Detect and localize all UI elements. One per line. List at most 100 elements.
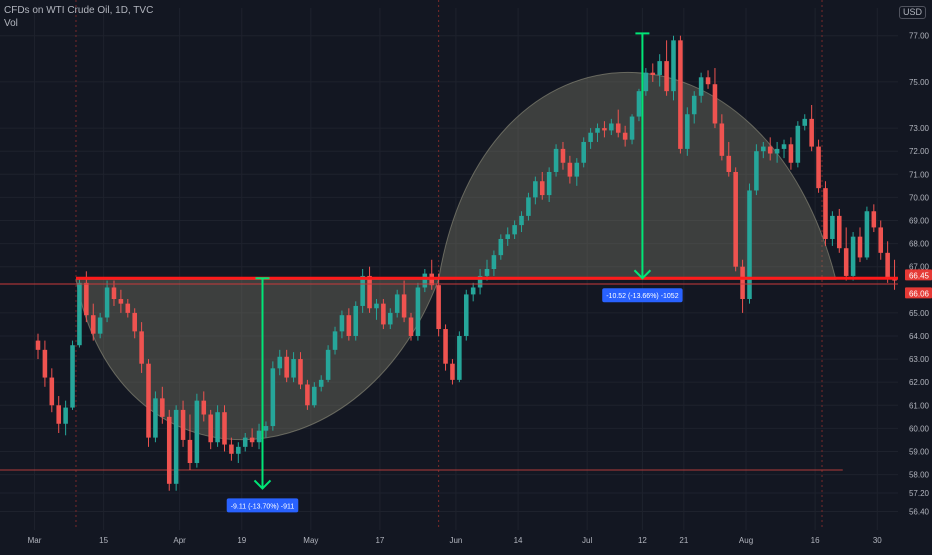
candle-body bbox=[298, 359, 303, 385]
time-tick-label: Apr bbox=[173, 536, 186, 545]
candle-body bbox=[312, 386, 317, 406]
candle-body bbox=[166, 416, 172, 484]
candle bbox=[49, 368, 55, 413]
candle-body bbox=[77, 282, 82, 346]
candle-body bbox=[602, 128, 607, 131]
price-tick-label: 57.20 bbox=[909, 489, 930, 498]
candle bbox=[892, 259, 897, 290]
candle-body bbox=[636, 91, 642, 117]
candle bbox=[125, 299, 131, 318]
candle-body bbox=[201, 400, 207, 415]
candle bbox=[602, 121, 607, 138]
candle bbox=[77, 278, 82, 348]
candle bbox=[878, 220, 884, 260]
candle-body bbox=[222, 412, 227, 445]
candle bbox=[256, 423, 262, 450]
price-tick-label: 68.00 bbox=[909, 240, 930, 249]
candle-body bbox=[443, 329, 448, 364]
candle bbox=[84, 271, 89, 323]
price-tick-label: 58.00 bbox=[909, 471, 930, 480]
candle-body bbox=[194, 400, 200, 464]
candle bbox=[671, 35, 676, 101]
candle-body bbox=[332, 331, 338, 350]
candle-body bbox=[160, 398, 165, 417]
candle-body bbox=[664, 61, 669, 92]
time-tick-label: Jul bbox=[582, 536, 592, 545]
candle bbox=[180, 400, 186, 447]
candle-body bbox=[609, 123, 614, 131]
candle bbox=[698, 72, 704, 103]
price-label-bg bbox=[905, 269, 932, 281]
candle bbox=[498, 234, 504, 260]
price-tick-label: 64.00 bbox=[909, 332, 930, 341]
candle bbox=[609, 118, 614, 136]
candle bbox=[733, 167, 738, 272]
candle bbox=[332, 326, 338, 355]
candle-body bbox=[401, 294, 407, 318]
candle bbox=[139, 322, 144, 373]
candle bbox=[353, 301, 359, 341]
candle-body bbox=[187, 439, 193, 464]
time-tick-label: 12 bbox=[638, 536, 647, 545]
candle bbox=[767, 137, 773, 161]
candle-body bbox=[139, 331, 144, 364]
candle bbox=[622, 125, 628, 147]
candle-body bbox=[533, 181, 538, 198]
candle bbox=[201, 391, 207, 422]
candle-body bbox=[97, 317, 103, 334]
candle-body bbox=[284, 356, 289, 378]
time-tick-label: 17 bbox=[375, 536, 384, 545]
candle bbox=[871, 204, 877, 233]
candle bbox=[97, 312, 103, 339]
candle bbox=[823, 181, 828, 246]
candle-body bbox=[774, 148, 780, 154]
candle bbox=[657, 54, 662, 87]
candle-body bbox=[256, 430, 262, 443]
candle bbox=[567, 155, 573, 184]
candle bbox=[719, 114, 725, 161]
volume-label[interactable]: Vol bbox=[4, 18, 18, 29]
candle-body bbox=[422, 273, 428, 288]
candle-body bbox=[526, 197, 531, 216]
price-tick-label: 60.00 bbox=[909, 424, 930, 433]
candle-body bbox=[229, 444, 234, 454]
candle bbox=[553, 144, 559, 177]
time-tick-label: 30 bbox=[873, 536, 882, 545]
candle-body bbox=[754, 151, 759, 191]
candle bbox=[774, 141, 780, 163]
candle-body bbox=[318, 379, 324, 387]
candle bbox=[588, 128, 593, 149]
price-tick-label: 65.00 bbox=[909, 309, 930, 318]
candle bbox=[339, 310, 345, 339]
candle bbox=[277, 349, 283, 376]
candle bbox=[222, 405, 227, 452]
candle bbox=[650, 63, 656, 82]
candle bbox=[477, 269, 483, 295]
candle bbox=[726, 141, 732, 177]
candle bbox=[146, 359, 151, 447]
candle bbox=[236, 442, 241, 464]
candle-body bbox=[484, 269, 490, 276]
price-label-text: 66.06 bbox=[909, 289, 930, 298]
currency-badge[interactable]: USD bbox=[898, 6, 926, 19]
candle bbox=[422, 269, 428, 293]
candle-body bbox=[850, 236, 856, 276]
candle-body bbox=[519, 215, 524, 226]
candle bbox=[153, 391, 158, 443]
candle-body bbox=[450, 363, 455, 380]
candle-body bbox=[691, 95, 697, 115]
candle-body bbox=[132, 312, 137, 332]
candle-body bbox=[857, 236, 863, 258]
candle bbox=[90, 303, 96, 341]
candle bbox=[747, 183, 752, 304]
candle-body bbox=[678, 40, 683, 149]
price-tick-label: 63.00 bbox=[909, 355, 930, 364]
candle-body bbox=[705, 77, 711, 85]
candle bbox=[208, 409, 213, 450]
candle bbox=[291, 352, 296, 383]
candle bbox=[104, 280, 110, 323]
candle-body bbox=[650, 72, 656, 75]
symbol-title[interactable]: CFDs on WTI Crude Oil, 1D, TVC bbox=[4, 5, 154, 16]
